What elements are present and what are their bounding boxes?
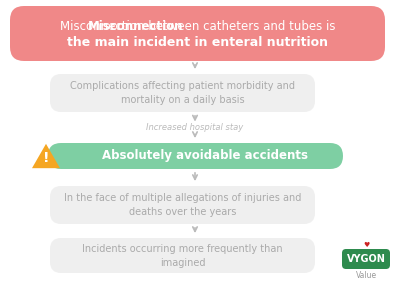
FancyBboxPatch shape bbox=[50, 74, 315, 112]
FancyBboxPatch shape bbox=[50, 186, 315, 224]
FancyBboxPatch shape bbox=[48, 143, 343, 169]
FancyBboxPatch shape bbox=[50, 238, 315, 273]
Text: !: ! bbox=[43, 151, 49, 165]
Text: In the face of multiple allegations of injuries and
deaths over the years: In the face of multiple allegations of i… bbox=[64, 193, 301, 217]
Text: Value: Value bbox=[356, 271, 376, 280]
FancyBboxPatch shape bbox=[342, 249, 390, 269]
Text: the main incident in enteral nutrition: the main incident in enteral nutrition bbox=[67, 37, 328, 49]
Text: Absolutely avoidable accidents: Absolutely avoidable accidents bbox=[102, 149, 308, 162]
Text: ♥: ♥ bbox=[363, 242, 369, 248]
Text: Misconnection between catheters and tubes is: Misconnection between catheters and tube… bbox=[60, 20, 335, 32]
FancyBboxPatch shape bbox=[10, 6, 385, 61]
Text: VYGON: VYGON bbox=[346, 254, 386, 264]
Text: Increased hospital stay: Increased hospital stay bbox=[146, 123, 244, 132]
Text: Misconnection: Misconnection bbox=[88, 20, 183, 32]
Polygon shape bbox=[32, 144, 60, 168]
Text: Complications affecting patient morbidity and
mortality on a daily basis: Complications affecting patient morbidit… bbox=[70, 81, 295, 105]
Text: Incidents occurring more frequently than
imagined: Incidents occurring more frequently than… bbox=[82, 243, 283, 268]
